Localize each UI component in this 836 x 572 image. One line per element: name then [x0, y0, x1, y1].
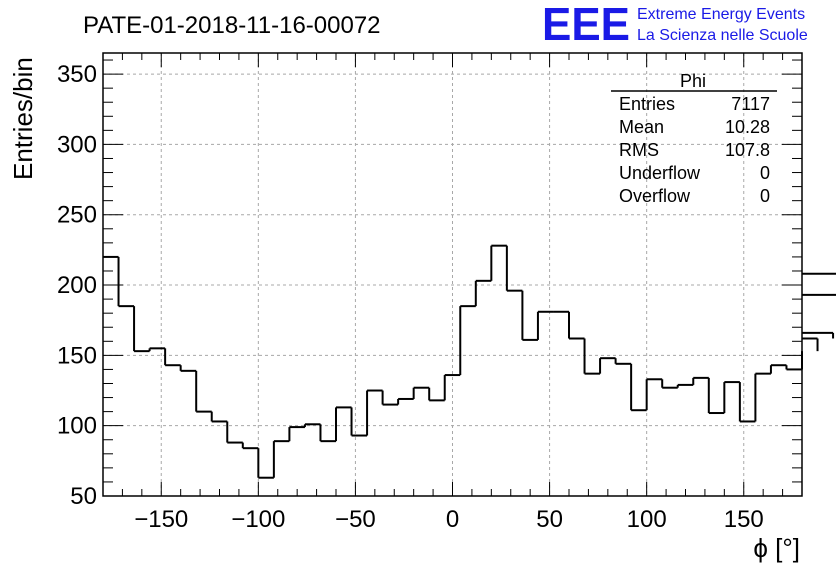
stats-label: Overflow — [619, 186, 691, 206]
stats-label: RMS — [619, 140, 659, 160]
logo-line-1: Extreme Energy Events — [637, 6, 805, 23]
y-tick-label: 350 — [57, 61, 97, 88]
stats-value: 0 — [760, 186, 770, 206]
x-tick-label: 0 — [446, 506, 459, 533]
stats-value: 107.8 — [725, 140, 770, 160]
axes: −150 −100 −50 0 50 100 150 50 100 150 200 250 300 350 — [57, 52, 803, 533]
grid — [103, 53, 802, 496]
y-tick-label: 300 — [57, 131, 97, 158]
chart-title: PATE-01-2018-11-16-00072 — [83, 12, 381, 39]
y-tick-label: 150 — [57, 342, 97, 369]
y-tick-label: 100 — [57, 413, 97, 440]
x-tick-label: 100 — [627, 506, 667, 533]
x-axis-title: ϕ [°] — [753, 533, 800, 563]
stats-box: Phi Entries 7117 Mean 10.28 RMS 107.8 Underflo… — [611, 71, 777, 206]
x-tick-label: −150 — [134, 506, 188, 533]
x-tick-label: −50 — [335, 506, 376, 533]
x-tick-label: 150 — [724, 506, 764, 533]
y-axis-title: Entries/bin — [8, 57, 38, 180]
y-tick-label: 250 — [57, 202, 97, 229]
eee-logo: EEE Extreme Energy Events La Scienza nel… — [542, 0, 808, 50]
y-tick-label: 50 — [70, 483, 97, 510]
y-tick-label: 200 — [57, 272, 97, 299]
stats-value: 0 — [760, 163, 770, 183]
stats-label: Mean — [619, 117, 664, 137]
x-tick-label: −100 — [231, 506, 285, 533]
stats-label: Entries — [619, 94, 675, 114]
stats-label: Underflow — [619, 163, 701, 183]
logo-mark: EEE — [542, 0, 630, 50]
logo-line-2: La Scienza nelle Scuole — [637, 27, 808, 44]
stats-value: 10.28 — [725, 117, 770, 137]
x-tick-label: 50 — [536, 506, 563, 533]
stats-value: 7117 — [731, 94, 770, 114]
stats-rows: Entries 7117 Mean 10.28 RMS 107.8 Underflow 0 Ov… — [619, 94, 770, 206]
stats-title: Phi — [680, 71, 706, 91]
